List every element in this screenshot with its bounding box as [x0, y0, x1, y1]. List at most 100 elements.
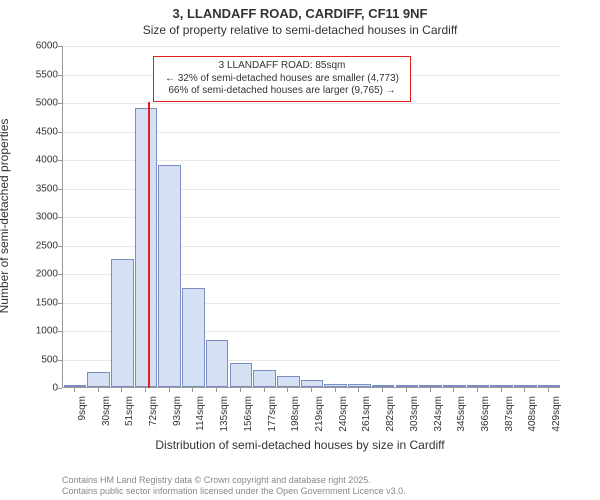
ytick-label: 2000	[8, 269, 58, 280]
ytick-mark	[58, 274, 62, 275]
histogram-bar	[111, 259, 134, 387]
histogram-bar	[158, 165, 181, 387]
xtick-mark	[335, 388, 336, 392]
xtick-label: 198sqm	[290, 396, 301, 432]
xtick-mark	[382, 388, 383, 392]
ytick-mark	[58, 75, 62, 76]
x-axis-label: Distribution of semi-detached houses by …	[0, 438, 600, 452]
ytick-label: 3000	[8, 212, 58, 223]
chart-title: 3, LLANDAFF ROAD, CARDIFF, CF11 9NF	[0, 0, 600, 21]
xtick-mark	[287, 388, 288, 392]
callout-box: 3 LLANDAFF ROAD: 85sqm ← 32% of semi-det…	[153, 56, 411, 102]
xtick-label: 30sqm	[101, 396, 112, 426]
callout-line2: ← 32% of semi-detached houses are smalle…	[160, 73, 404, 86]
callout-line1: 3 LLANDAFF ROAD: 85sqm	[160, 60, 404, 73]
xtick-label: 72sqm	[148, 396, 159, 426]
xtick-mark	[430, 388, 431, 392]
ytick-mark	[58, 303, 62, 304]
xtick-mark	[121, 388, 122, 392]
xtick-mark	[192, 388, 193, 392]
xtick-mark	[264, 388, 265, 392]
histogram-bar	[206, 340, 229, 387]
xtick-mark	[216, 388, 217, 392]
histogram-bar	[467, 385, 490, 387]
ytick-mark	[58, 160, 62, 161]
xtick-mark	[453, 388, 454, 392]
xtick-mark	[145, 388, 146, 392]
xtick-mark	[358, 388, 359, 392]
ytick-label: 6000	[8, 41, 58, 52]
histogram-bar	[87, 372, 110, 387]
ytick-mark	[58, 331, 62, 332]
histogram-bar	[135, 108, 158, 387]
xtick-label: 219sqm	[314, 396, 325, 432]
xtick-label: 429sqm	[551, 396, 562, 432]
ytick-label: 5000	[8, 98, 58, 109]
ytick-mark	[58, 103, 62, 104]
xtick-mark	[169, 388, 170, 392]
xtick-label: 261sqm	[361, 396, 372, 432]
credits-line2: Contains public sector information licen…	[62, 486, 406, 497]
histogram-bar	[301, 380, 324, 387]
ytick-mark	[58, 388, 62, 389]
xtick-label: 408sqm	[527, 396, 538, 432]
xtick-label: 114sqm	[195, 396, 206, 431]
xtick-label: 387sqm	[504, 396, 515, 432]
ytick-mark	[58, 46, 62, 47]
xtick-mark	[74, 388, 75, 392]
histogram-bar	[538, 385, 561, 387]
xtick-label: 9sqm	[77, 396, 88, 420]
histogram-bar	[64, 385, 87, 387]
histogram-bar	[514, 385, 537, 387]
ytick-label: 2500	[8, 240, 58, 251]
histogram-bar	[182, 288, 205, 387]
xtick-label: 177sqm	[267, 396, 278, 432]
callout-line3: 66% of semi-detached houses are larger (…	[160, 85, 404, 98]
credits-text: Contains HM Land Registry data © Crown c…	[62, 475, 406, 498]
histogram-bar	[396, 385, 419, 387]
ytick-mark	[58, 360, 62, 361]
ytick-mark	[58, 246, 62, 247]
ytick-label: 4000	[8, 155, 58, 166]
xtick-label: 345sqm	[456, 396, 467, 432]
xtick-label: 324sqm	[433, 396, 444, 432]
ytick-label: 0	[8, 383, 58, 394]
xtick-mark	[524, 388, 525, 392]
histogram-bar	[253, 370, 276, 387]
xtick-mark	[240, 388, 241, 392]
xtick-mark	[548, 388, 549, 392]
histogram-bar	[372, 385, 395, 387]
xtick-label: 303sqm	[409, 396, 420, 432]
histogram-bar	[277, 376, 300, 387]
ytick-label: 500	[8, 354, 58, 365]
marker-line	[148, 102, 150, 388]
chart-subtitle: Size of property relative to semi-detach…	[0, 21, 600, 37]
histogram-bar	[443, 385, 466, 387]
xtick-label: 282sqm	[385, 396, 396, 432]
xtick-label: 135sqm	[219, 396, 230, 432]
xtick-mark	[406, 388, 407, 392]
xtick-mark	[477, 388, 478, 392]
xtick-label: 366sqm	[480, 396, 491, 432]
xtick-mark	[501, 388, 502, 392]
xtick-label: 156sqm	[243, 396, 254, 432]
ytick-label: 5500	[8, 69, 58, 80]
gridline	[63, 103, 560, 104]
histogram-chart: 3, LLANDAFF ROAD, CARDIFF, CF11 9NF Size…	[0, 0, 600, 500]
histogram-bar	[419, 385, 442, 387]
ytick-label: 1000	[8, 326, 58, 337]
histogram-bar	[230, 363, 253, 387]
ytick-label: 3500	[8, 183, 58, 194]
credits-line1: Contains HM Land Registry data © Crown c…	[62, 475, 406, 486]
ytick-mark	[58, 132, 62, 133]
ytick-mark	[58, 189, 62, 190]
histogram-bar	[348, 384, 371, 387]
histogram-bar	[324, 384, 347, 387]
ytick-label: 4500	[8, 126, 58, 137]
ytick-mark	[58, 217, 62, 218]
xtick-label: 51sqm	[124, 396, 135, 426]
xtick-label: 240sqm	[338, 396, 349, 432]
histogram-bar	[490, 385, 513, 387]
gridline	[63, 46, 560, 47]
xtick-mark	[311, 388, 312, 392]
